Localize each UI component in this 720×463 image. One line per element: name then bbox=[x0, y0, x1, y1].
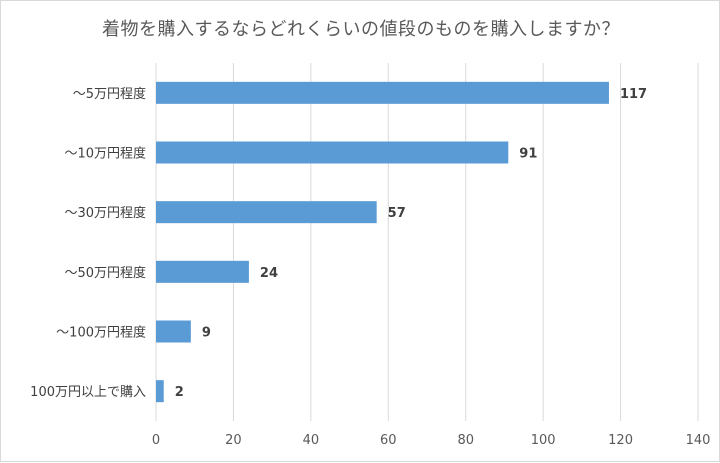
category-label: 〜10万円程度 bbox=[64, 146, 146, 162]
category-labels: 〜5万円程度〜10万円程度〜30万円程度〜50万円程度〜100万円程度 100万円… bbox=[30, 86, 146, 400]
bar bbox=[156, 141, 509, 164]
bar bbox=[156, 201, 377, 224]
data-label: 2 bbox=[175, 385, 184, 400]
category-label: 〜100万円程度 bbox=[56, 325, 146, 341]
x-tick-label: 20 bbox=[225, 433, 242, 448]
category-label: 〜5万円程度 bbox=[73, 86, 146, 102]
x-tick-labels: 0 20 40 60 80 100 120 140 bbox=[152, 433, 711, 448]
x-tick-label: 40 bbox=[303, 433, 320, 448]
category-label: 100万円以上で購入 bbox=[30, 385, 146, 400]
category-label: 〜50万円程度 bbox=[64, 265, 146, 281]
x-tick-label: 0 bbox=[152, 433, 160, 448]
x-tick-label: 120 bbox=[608, 433, 633, 448]
bar bbox=[156, 260, 249, 283]
bar bbox=[156, 320, 191, 343]
bar bbox=[156, 81, 609, 104]
x-tick-label: 100 bbox=[531, 433, 556, 448]
data-labels: 117 91 57 24 9 2 bbox=[175, 87, 647, 400]
data-label: 91 bbox=[519, 147, 537, 162]
x-tick-label: 60 bbox=[380, 433, 397, 448]
data-label: 24 bbox=[260, 266, 278, 281]
chart-title: 着物を購入するならどれくらいの値段のものを購入しますか？ bbox=[102, 19, 620, 40]
data-label: 117 bbox=[620, 87, 647, 102]
data-label: 57 bbox=[388, 206, 406, 221]
x-tick-label: 140 bbox=[686, 433, 711, 448]
bars bbox=[156, 81, 609, 403]
x-tick-label: 80 bbox=[457, 433, 474, 448]
data-label: 9 bbox=[202, 326, 211, 341]
gridlines bbox=[155, 63, 699, 421]
bar bbox=[156, 380, 164, 403]
category-label: 〜30万円程度 bbox=[64, 205, 146, 221]
